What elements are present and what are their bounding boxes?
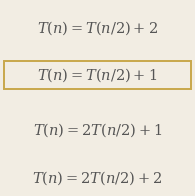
- Text: $T(n) = T(n/2) + 2$: $T(n) = T(n/2) + 2$: [37, 20, 158, 37]
- Text: $T(n) = T(n/2) + 1$: $T(n) = T(n/2) + 1$: [37, 67, 158, 84]
- Text: $T(n) = 2T(n/2) + 1$: $T(n) = 2T(n/2) + 1$: [33, 122, 162, 139]
- Text: $T(n) = 2T(n/2) + 2$: $T(n) = 2T(n/2) + 2$: [32, 170, 163, 187]
- Bar: [4, 61, 191, 89]
